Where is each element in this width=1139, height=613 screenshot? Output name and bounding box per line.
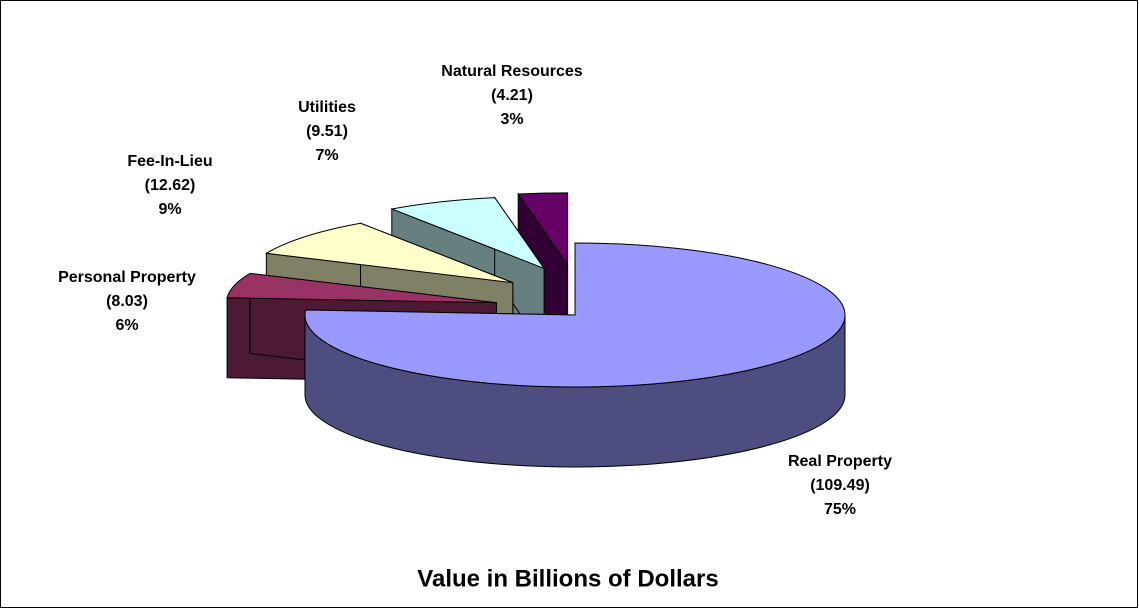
slice-label: Real Property [788,453,892,470]
slice-label: Natural Resources [441,63,582,80]
slice-percent-label: 7% [315,147,338,164]
slice [226,272,497,304]
slice-percent-label: 6% [115,317,138,334]
slice-label: Personal Property [58,269,196,286]
slice-value-label: (4.21) [491,87,533,104]
slice [264,222,514,284]
slice-label: Fee-In-Lieu [127,153,212,170]
slice [304,242,846,388]
slice-value-label: (9.51) [306,123,348,140]
slice-percent-label: 3% [500,111,523,128]
slice [389,197,546,270]
slice-value-label: (12.62) [145,177,196,194]
slice-label: Utilities [298,99,356,116]
slice-value-label: (109.49) [810,477,870,494]
chart-title: Value in Billions of Dollars [417,565,718,592]
slice-percent-label: 9% [158,201,181,218]
slice-value-label: (8.03) [106,293,148,310]
slice [517,192,569,267]
slice-percent-label: 75% [824,501,856,518]
